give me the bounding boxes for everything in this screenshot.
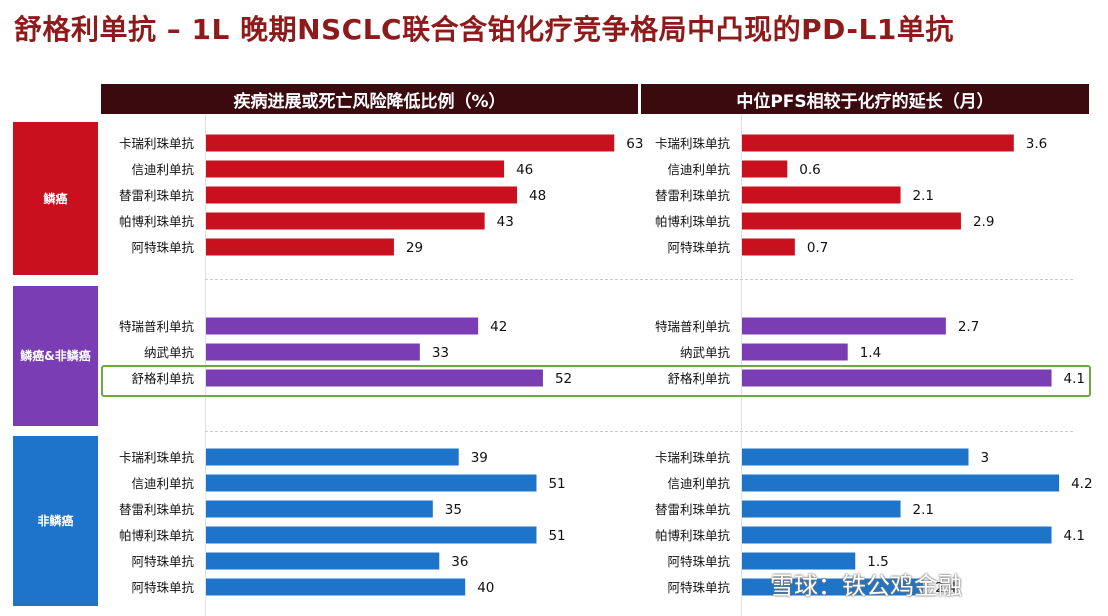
bar: [742, 552, 856, 570]
value-label: 2.1: [913, 188, 934, 204]
value-label: 36: [451, 554, 468, 570]
bar: [742, 212, 961, 230]
value-label: 46: [516, 162, 533, 178]
value-label: 33: [432, 345, 449, 361]
group-label-squamous: 鳞癌: [13, 122, 98, 275]
bar: [742, 186, 901, 204]
value-label: 51: [548, 528, 565, 544]
category-label: 替雷利珠单抗: [119, 188, 195, 203]
category-label: 阿特珠单抗: [667, 240, 730, 255]
value-label: 2.9: [973, 214, 994, 230]
category-label: 信迪利单抗: [131, 476, 194, 491]
bar: [742, 526, 1052, 544]
value-label: 42: [490, 319, 507, 335]
category-label: 替雷利珠单抗: [655, 502, 731, 517]
bar: [206, 212, 485, 230]
category-label: 帕博利珠单抗: [655, 214, 731, 229]
value-label: 52: [555, 371, 572, 387]
category-label: 阿特珠单抗: [131, 240, 194, 255]
category-label: 卡瑞利珠单抗: [119, 450, 195, 465]
value-label: 2.7: [958, 319, 979, 335]
category-label: 纳武单抗: [144, 345, 195, 360]
bar: [742, 500, 901, 518]
category-label: 阿特珠单抗: [667, 580, 730, 595]
bar: [742, 317, 946, 335]
group-label-all: 鳞癌&非鳞癌: [13, 286, 98, 426]
category-label: 帕博利珠单抗: [119, 528, 195, 543]
bar: [206, 578, 466, 596]
bar: [742, 474, 1060, 492]
value-label: 4.1: [1064, 371, 1085, 387]
value-label: 0.6: [799, 162, 820, 178]
group-separator: [205, 279, 1073, 280]
right-panel-header: 中位PFS相较于化疗的延长（月）: [641, 84, 1089, 114]
category-label: 阿特珠单抗: [131, 580, 194, 595]
bar: [206, 369, 543, 387]
value-label: 0.7: [807, 240, 828, 256]
bar: [206, 343, 420, 361]
page-title: 舒格利单抗 – 1L 晚期NSCLC联合含铂化疗竞争格局中凸现的PD-L1单抗: [14, 13, 954, 46]
value-label: 48: [529, 188, 546, 204]
bar: [742, 369, 1052, 387]
category-label: 信迪利单抗: [667, 476, 730, 491]
value-label: 1.5: [867, 554, 888, 570]
category-label: 替雷利珠单抗: [119, 502, 195, 517]
bar: [742, 160, 788, 178]
highlight-sugemalimab-row: [101, 365, 1091, 397]
bar: [742, 134, 1014, 152]
category-label: 信迪利单抗: [667, 162, 730, 177]
value-label: 2.4: [935, 580, 956, 596]
category-label: 舒格利单抗: [131, 371, 194, 386]
value-label: 63: [626, 136, 643, 152]
bar: [206, 134, 615, 152]
value-label: 35: [445, 502, 462, 518]
bar: [206, 186, 518, 204]
group-label-nonsquamous: 非鳞癌: [13, 436, 98, 606]
category-label: 帕博利珠单抗: [655, 528, 731, 543]
value-label: 4.1: [1064, 528, 1085, 544]
category-label: 替雷利珠单抗: [655, 188, 731, 203]
value-label: 3.6: [1026, 136, 1047, 152]
bar: [742, 238, 795, 256]
category-label: 舒格利单抗: [667, 371, 730, 386]
group-separator: [205, 431, 1073, 432]
watermark: 雪球：铁公鸡金融: [770, 572, 962, 600]
value-label: 2.1: [913, 502, 934, 518]
value-label: 3: [981, 450, 990, 466]
bar: [206, 160, 505, 178]
category-label: 帕博利珠单抗: [119, 214, 195, 229]
bar: [206, 238, 394, 256]
category-label: 特瑞普利单抗: [655, 319, 731, 334]
value-label: 1.4: [860, 345, 881, 361]
category-label: 阿特珠单抗: [131, 554, 194, 569]
value-label: 40: [477, 580, 494, 596]
value-label: 39: [471, 450, 488, 466]
bar: [206, 474, 537, 492]
bar: [206, 448, 459, 466]
left-panel-header: 疾病进展或死亡风险降低比例（%）: [101, 84, 638, 114]
category-label: 卡瑞利珠单抗: [655, 450, 731, 465]
value-label: 4.2: [1071, 476, 1092, 492]
bar: [742, 448, 969, 466]
bar: [742, 578, 924, 596]
category-label: 阿特珠单抗: [667, 554, 730, 569]
category-label: 信迪利单抗: [131, 162, 194, 177]
bar: [206, 500, 433, 518]
category-label: 特瑞普利单抗: [119, 319, 195, 334]
category-label: 纳武单抗: [680, 345, 731, 360]
bar: [206, 552, 440, 570]
bar: [742, 343, 848, 361]
value-label: 43: [497, 214, 514, 230]
bar: [206, 526, 537, 544]
value-label: 51: [548, 476, 565, 492]
category-label: 卡瑞利珠单抗: [655, 136, 731, 151]
bar: [206, 317, 479, 335]
value-label: 29: [406, 240, 423, 256]
category-label: 卡瑞利珠单抗: [119, 136, 195, 151]
